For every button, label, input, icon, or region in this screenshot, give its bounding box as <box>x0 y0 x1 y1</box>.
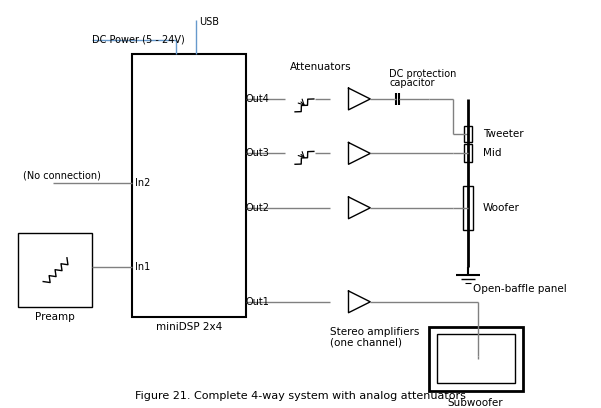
Text: USB: USB <box>199 17 219 27</box>
Text: Preamp: Preamp <box>35 312 75 322</box>
Bar <box>463 186 473 230</box>
Text: capacitor: capacitor <box>389 78 435 88</box>
Bar <box>465 144 472 162</box>
Text: In2: In2 <box>135 178 150 188</box>
Text: Subwoofer: Subwoofer <box>448 398 504 408</box>
Bar <box>429 326 523 391</box>
Text: In1: In1 <box>135 262 150 272</box>
Text: Woofer: Woofer <box>483 203 520 213</box>
Text: DC Power (5 - 24V): DC Power (5 - 24V) <box>92 35 185 44</box>
Text: Out4: Out4 <box>246 94 269 104</box>
Text: Out1: Out1 <box>246 297 269 307</box>
Bar <box>132 54 246 317</box>
Text: Figure 21. Complete 4-way system with analog attenuators: Figure 21. Complete 4-way system with an… <box>135 391 466 401</box>
Text: DC protection: DC protection <box>389 69 456 79</box>
Text: Out2: Out2 <box>246 203 270 213</box>
Text: (No connection): (No connection) <box>23 170 101 180</box>
Bar <box>465 126 472 142</box>
Text: Attenuators: Attenuators <box>290 62 352 72</box>
Text: Mid: Mid <box>483 149 502 158</box>
Bar <box>436 335 514 383</box>
Text: Tweeter: Tweeter <box>483 129 523 139</box>
Bar <box>18 233 92 307</box>
Text: Open-baffle panel: Open-baffle panel <box>473 284 567 294</box>
Text: Stereo amplifiers: Stereo amplifiers <box>330 326 419 337</box>
Text: (one channel): (one channel) <box>330 337 401 348</box>
Text: miniDSP 2x4: miniDSP 2x4 <box>156 322 222 332</box>
Text: Out3: Out3 <box>246 149 269 158</box>
